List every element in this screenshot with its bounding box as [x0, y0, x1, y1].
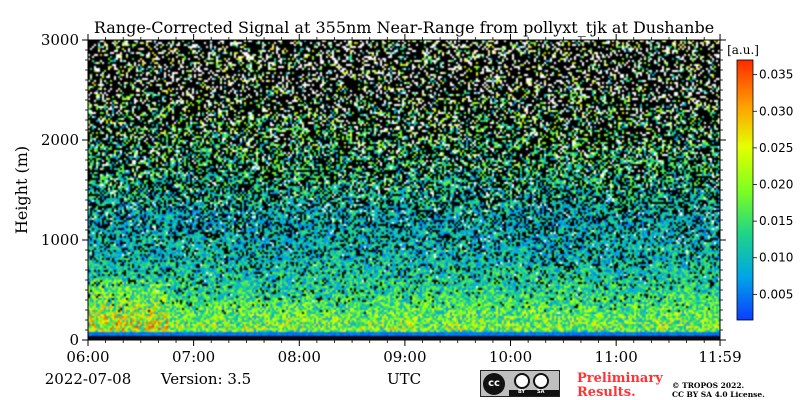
- y-tick-label: 1000: [41, 231, 79, 249]
- x-tick-label: 11:59: [698, 348, 741, 366]
- by-text: BY: [518, 389, 526, 395]
- footer-date: 2022-07-08: [45, 370, 131, 388]
- signal-heatmap: [88, 40, 720, 340]
- colorbar-tick-label: 0.020: [759, 178, 793, 192]
- y-tick-label: 2000: [41, 131, 79, 149]
- x-tick-label: 07:00: [172, 348, 215, 366]
- x-tick-label: 10:00: [489, 348, 532, 366]
- sa-icon: [533, 373, 549, 389]
- footer-version: Version: 3.5: [160, 370, 251, 388]
- colorbar: [a.u.] 0.005 0.010 0.015 0.020 0.025 0.030 0.0…: [727, 43, 793, 321]
- y-tick-label: 3000: [41, 31, 79, 49]
- chart-title: Range-Corrected Signal at 355nm Near-Ran…: [94, 18, 714, 37]
- colorbar-tick-label: 0.015: [759, 214, 793, 228]
- copyright-line2: CC BY SA 4.0 License.: [672, 390, 765, 399]
- x-axis: 06:00 07:00 08:00 09:00 10:00 11:00 11:59: [66, 34, 742, 366]
- colorbar-tick-label: 0.005: [759, 287, 793, 301]
- preliminary-label-line2: Results.: [577, 385, 636, 400]
- x-tick-label: 06:00: [66, 348, 109, 366]
- y-axis-label: Height (m): [12, 146, 31, 234]
- sa-text: SA: [537, 389, 545, 395]
- x-tick-label: 11:00: [595, 348, 638, 366]
- plot-area: [87, 39, 721, 341]
- x-tick-label: 09:00: [383, 348, 426, 366]
- cc-license-badge: cc BY SA: [480, 370, 560, 397]
- cc-icon: cc: [483, 373, 505, 395]
- colorbar-label: [a.u.]: [727, 43, 759, 57]
- y-axis: 0 1000 2000 3000: [41, 31, 726, 349]
- colorbar-scale: [736, 59, 754, 321]
- copyright-line1: © TROPOS 2022.: [672, 381, 744, 390]
- colorbar-tick-label: 0.035: [759, 68, 793, 82]
- by-icon: [514, 373, 530, 389]
- colorbar-tick-label: 0.010: [759, 251, 793, 265]
- x-tick-label: 08:00: [278, 348, 321, 366]
- license-strip: BY SA: [509, 389, 559, 396]
- colorbar-tick-label: 0.025: [759, 141, 793, 155]
- y-tick-label: 0: [69, 331, 79, 349]
- x-axis-label: UTC: [387, 370, 421, 388]
- colorbar-tick-label: 0.030: [759, 104, 793, 118]
- preliminary-label-line1: Preliminary: [577, 371, 663, 386]
